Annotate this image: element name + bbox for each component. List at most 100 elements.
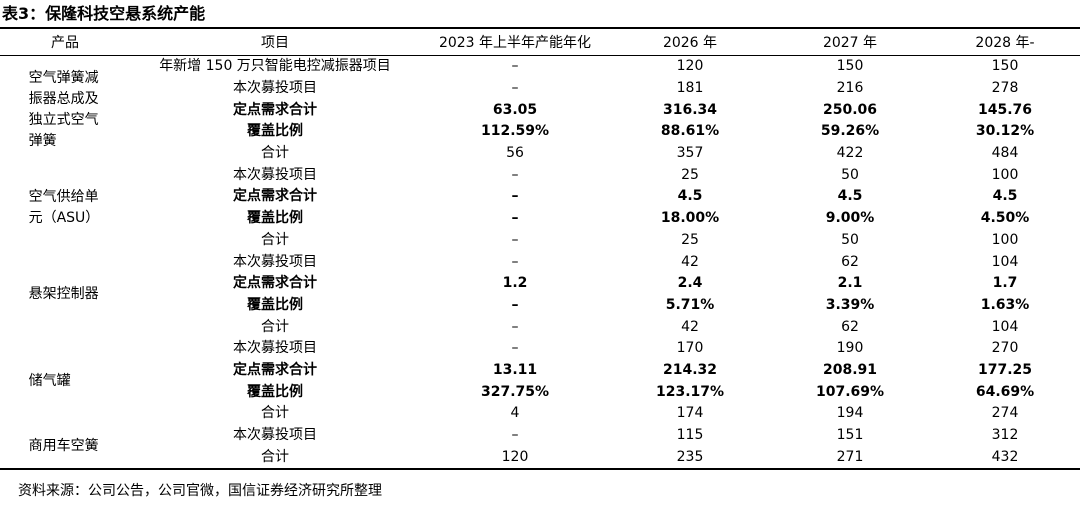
value-cell: 1.2 — [502, 275, 528, 292]
table-row: 覆盖比例 327.75% 123.17% 107.69% 64.69% — [0, 381, 1080, 403]
value-cell: 357 — [676, 145, 704, 162]
value-cell: 88.61% — [660, 123, 720, 140]
capacity-table: 产品 项目 2023 年上半年产能年化 2026 年 2027 年 2028 年- 空气弹… — [0, 29, 1080, 470]
header-cell: 2027 年 — [770, 29, 930, 56]
table-row: 合计 – 42 62 104 — [0, 316, 1080, 338]
table-row: 商用车空簧 本次募投项目 – 115 151 312 — [0, 425, 1080, 454]
source-note: 资料来源：公司公告，公司官微，国信证券经济研究所整理 — [18, 483, 382, 500]
item-cell: 定点需求合计 — [233, 361, 317, 378]
item-cell: 覆盖比例 — [247, 383, 303, 400]
value-cell: 104 — [991, 318, 1019, 335]
value-cell: 42 — [681, 318, 699, 335]
value-cell: 208.91 — [822, 361, 878, 378]
value-cell: 25 — [681, 231, 699, 248]
item-cell: 合计 — [261, 318, 289, 335]
table-row: 覆盖比例 – 18.00% 9.00% 4.50% — [0, 208, 1080, 230]
value-cell: 100 — [991, 231, 1019, 248]
item-cell: 本次募投项目 — [233, 166, 317, 183]
item-cell: 本次募投项目 — [233, 340, 317, 357]
product-label: 空气弹簧减振器总成及独立式空气弹簧 — [28, 70, 99, 150]
value-cell: 327.75% — [480, 383, 550, 400]
value-cell: 2.4 — [677, 275, 703, 292]
product-label: 商用车空簧 — [28, 437, 99, 454]
value-cell: 107.69% — [815, 383, 885, 400]
product-cell: 商用车空簧 — [0, 425, 130, 469]
value-cell: 59.26% — [820, 123, 880, 140]
value-cell: 63.05 — [492, 101, 538, 118]
value-cell: 3.39% — [825, 296, 875, 313]
value-cell: 42 — [681, 253, 699, 270]
value-cell: 5.71% — [665, 296, 715, 313]
value-cell: 120 — [501, 448, 529, 465]
item-cell: 定点需求合计 — [233, 188, 317, 205]
value-cell: 115 — [676, 427, 704, 444]
value-cell: 214.32 — [662, 361, 718, 378]
value-cell: 112.59% — [480, 123, 550, 140]
value-cell: – — [511, 318, 519, 335]
value-cell: – — [511, 166, 519, 183]
value-cell: 25 — [681, 166, 699, 183]
item-cell: 本次募投项目 — [233, 253, 317, 270]
value-cell: – — [511, 253, 519, 270]
value-cell: 174 — [676, 405, 704, 422]
item-cell: 覆盖比例 — [247, 123, 303, 140]
item-cell: 定点需求合计 — [233, 101, 317, 118]
item-cell: 本次募投项目 — [233, 427, 317, 444]
item-cell: 合计 — [261, 405, 289, 422]
item-cell: 合计 — [261, 448, 289, 465]
value-cell: 270 — [991, 340, 1019, 357]
table-body: 空气弹簧减振器总成及独立式空气弹簧 年新增 150 万只智能电控减振器项目 – 120… — [0, 56, 1080, 470]
item-cell: 合计 — [261, 231, 289, 248]
header-cell: 2023 年上半年产能年化 — [420, 29, 610, 56]
product-label: 空气供给单元（ASU） — [28, 188, 100, 226]
value-cell: 50 — [841, 231, 859, 248]
product-cell: 储气罐 — [0, 338, 130, 425]
item-cell: 年新增 150 万只智能电控减振器项目 — [159, 58, 391, 75]
value-cell: 64.69% — [975, 383, 1035, 400]
value-cell: 312 — [991, 427, 1019, 444]
value-cell: – — [511, 427, 519, 444]
product-cell: 空气供给单元（ASU） — [0, 164, 130, 251]
value-cell: – — [511, 340, 519, 357]
value-cell: 120 — [676, 58, 704, 75]
value-cell: 62 — [841, 253, 859, 270]
header-cell: 2028 年- — [930, 29, 1080, 56]
value-cell: 9.00% — [825, 210, 875, 227]
product-cell: 空气弹簧减振器总成及独立式空气弹簧 — [0, 56, 130, 165]
value-cell: 316.34 — [662, 101, 718, 118]
header-row: 产品 项目 2023 年上半年产能年化 2026 年 2027 年 2028 年- — [0, 29, 1080, 56]
product-label: 悬架控制器 — [28, 286, 99, 303]
value-cell: 278 — [991, 80, 1019, 97]
table-row: 定点需求合计 1.2 2.4 2.1 1.7 — [0, 273, 1080, 295]
table-row: 定点需求合计 63.05 316.34 250.06 145.76 — [0, 99, 1080, 121]
value-cell: 4 — [510, 405, 520, 422]
value-cell: 150 — [836, 58, 864, 75]
item-cell: 合计 — [261, 145, 289, 162]
value-cell: 274 — [991, 405, 1019, 422]
table-title: 表3：保隆科技空悬系统产能 — [0, 0, 1080, 29]
value-cell: – — [511, 188, 519, 205]
value-cell: 235 — [676, 448, 704, 465]
value-cell: – — [511, 210, 519, 227]
table-row: 定点需求合计 13.11 214.32 208.91 177.25 — [0, 360, 1080, 382]
header-cell: 产品 — [0, 29, 130, 56]
table-row: 本次募投项目 – 181 216 278 — [0, 78, 1080, 100]
value-cell: 151 — [836, 427, 864, 444]
value-cell: – — [511, 58, 519, 75]
value-cell: 1.63% — [980, 296, 1030, 313]
product-label: 储气罐 — [28, 372, 71, 389]
value-cell: 422 — [836, 145, 864, 162]
value-cell: – — [511, 231, 519, 248]
value-cell: 13.11 — [492, 361, 538, 378]
value-cell: 100 — [991, 166, 1019, 183]
item-cell: 覆盖比例 — [247, 296, 303, 313]
value-cell: 250.06 — [822, 101, 878, 118]
product-cell: 悬架控制器 — [0, 251, 130, 338]
value-cell: 177.25 — [977, 361, 1033, 378]
value-cell: 190 — [836, 340, 864, 357]
value-cell: 4.50% — [980, 210, 1030, 227]
value-cell: 56 — [506, 145, 524, 162]
value-cell: 18.00% — [660, 210, 720, 227]
value-cell: 50 — [841, 166, 859, 183]
